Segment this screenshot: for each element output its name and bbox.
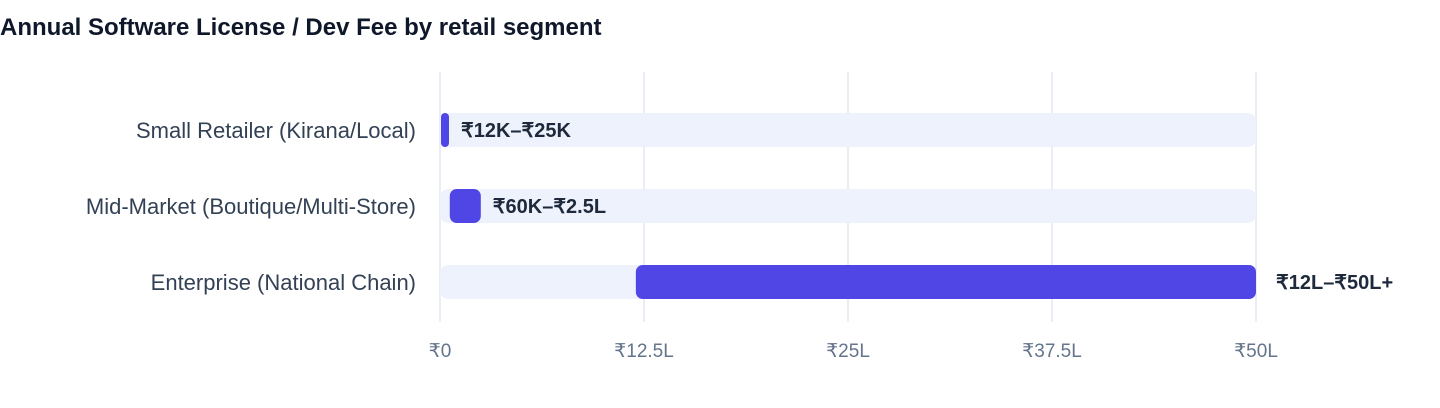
x-tick-label: ₹0: [429, 341, 452, 362]
bar-track: [440, 189, 1256, 223]
x-tick-label: ₹50L: [1234, 341, 1278, 362]
x-tick-label: ₹37.5L: [1022, 341, 1082, 362]
data-labels: ₹12K–₹25K ₹60K–₹2.5L ₹12L–₹50L+: [461, 120, 1393, 294]
data-label: ₹60K–₹2.5L: [493, 196, 606, 218]
x-tick-label: ₹12.5L: [614, 341, 674, 362]
x-tick-label: ₹25L: [826, 341, 870, 362]
category-label: Small Retailer (Kirana/Local): [136, 118, 416, 143]
data-label: ₹12K–₹25K: [461, 120, 572, 142]
category-label: Mid-Market (Boutique/Multi-Store): [86, 194, 416, 219]
data-label: ₹12L–₹50L+: [1276, 272, 1393, 294]
chart-title: Annual Software License / Dev Fee by ret…: [0, 14, 602, 41]
bar-track: [440, 113, 1256, 147]
category-label: Enterprise (National Chain): [151, 270, 416, 295]
range-bar: [449, 189, 481, 223]
category-labels: Small Retailer (Kirana/Local) Mid-Market …: [86, 118, 416, 295]
range-bar: [635, 265, 1256, 299]
x-axis-tick-labels: ₹0 ₹12.5L ₹25L ₹37.5L ₹50L: [429, 341, 1278, 362]
range-bars: [441, 113, 1256, 299]
range-bar: [441, 113, 449, 147]
